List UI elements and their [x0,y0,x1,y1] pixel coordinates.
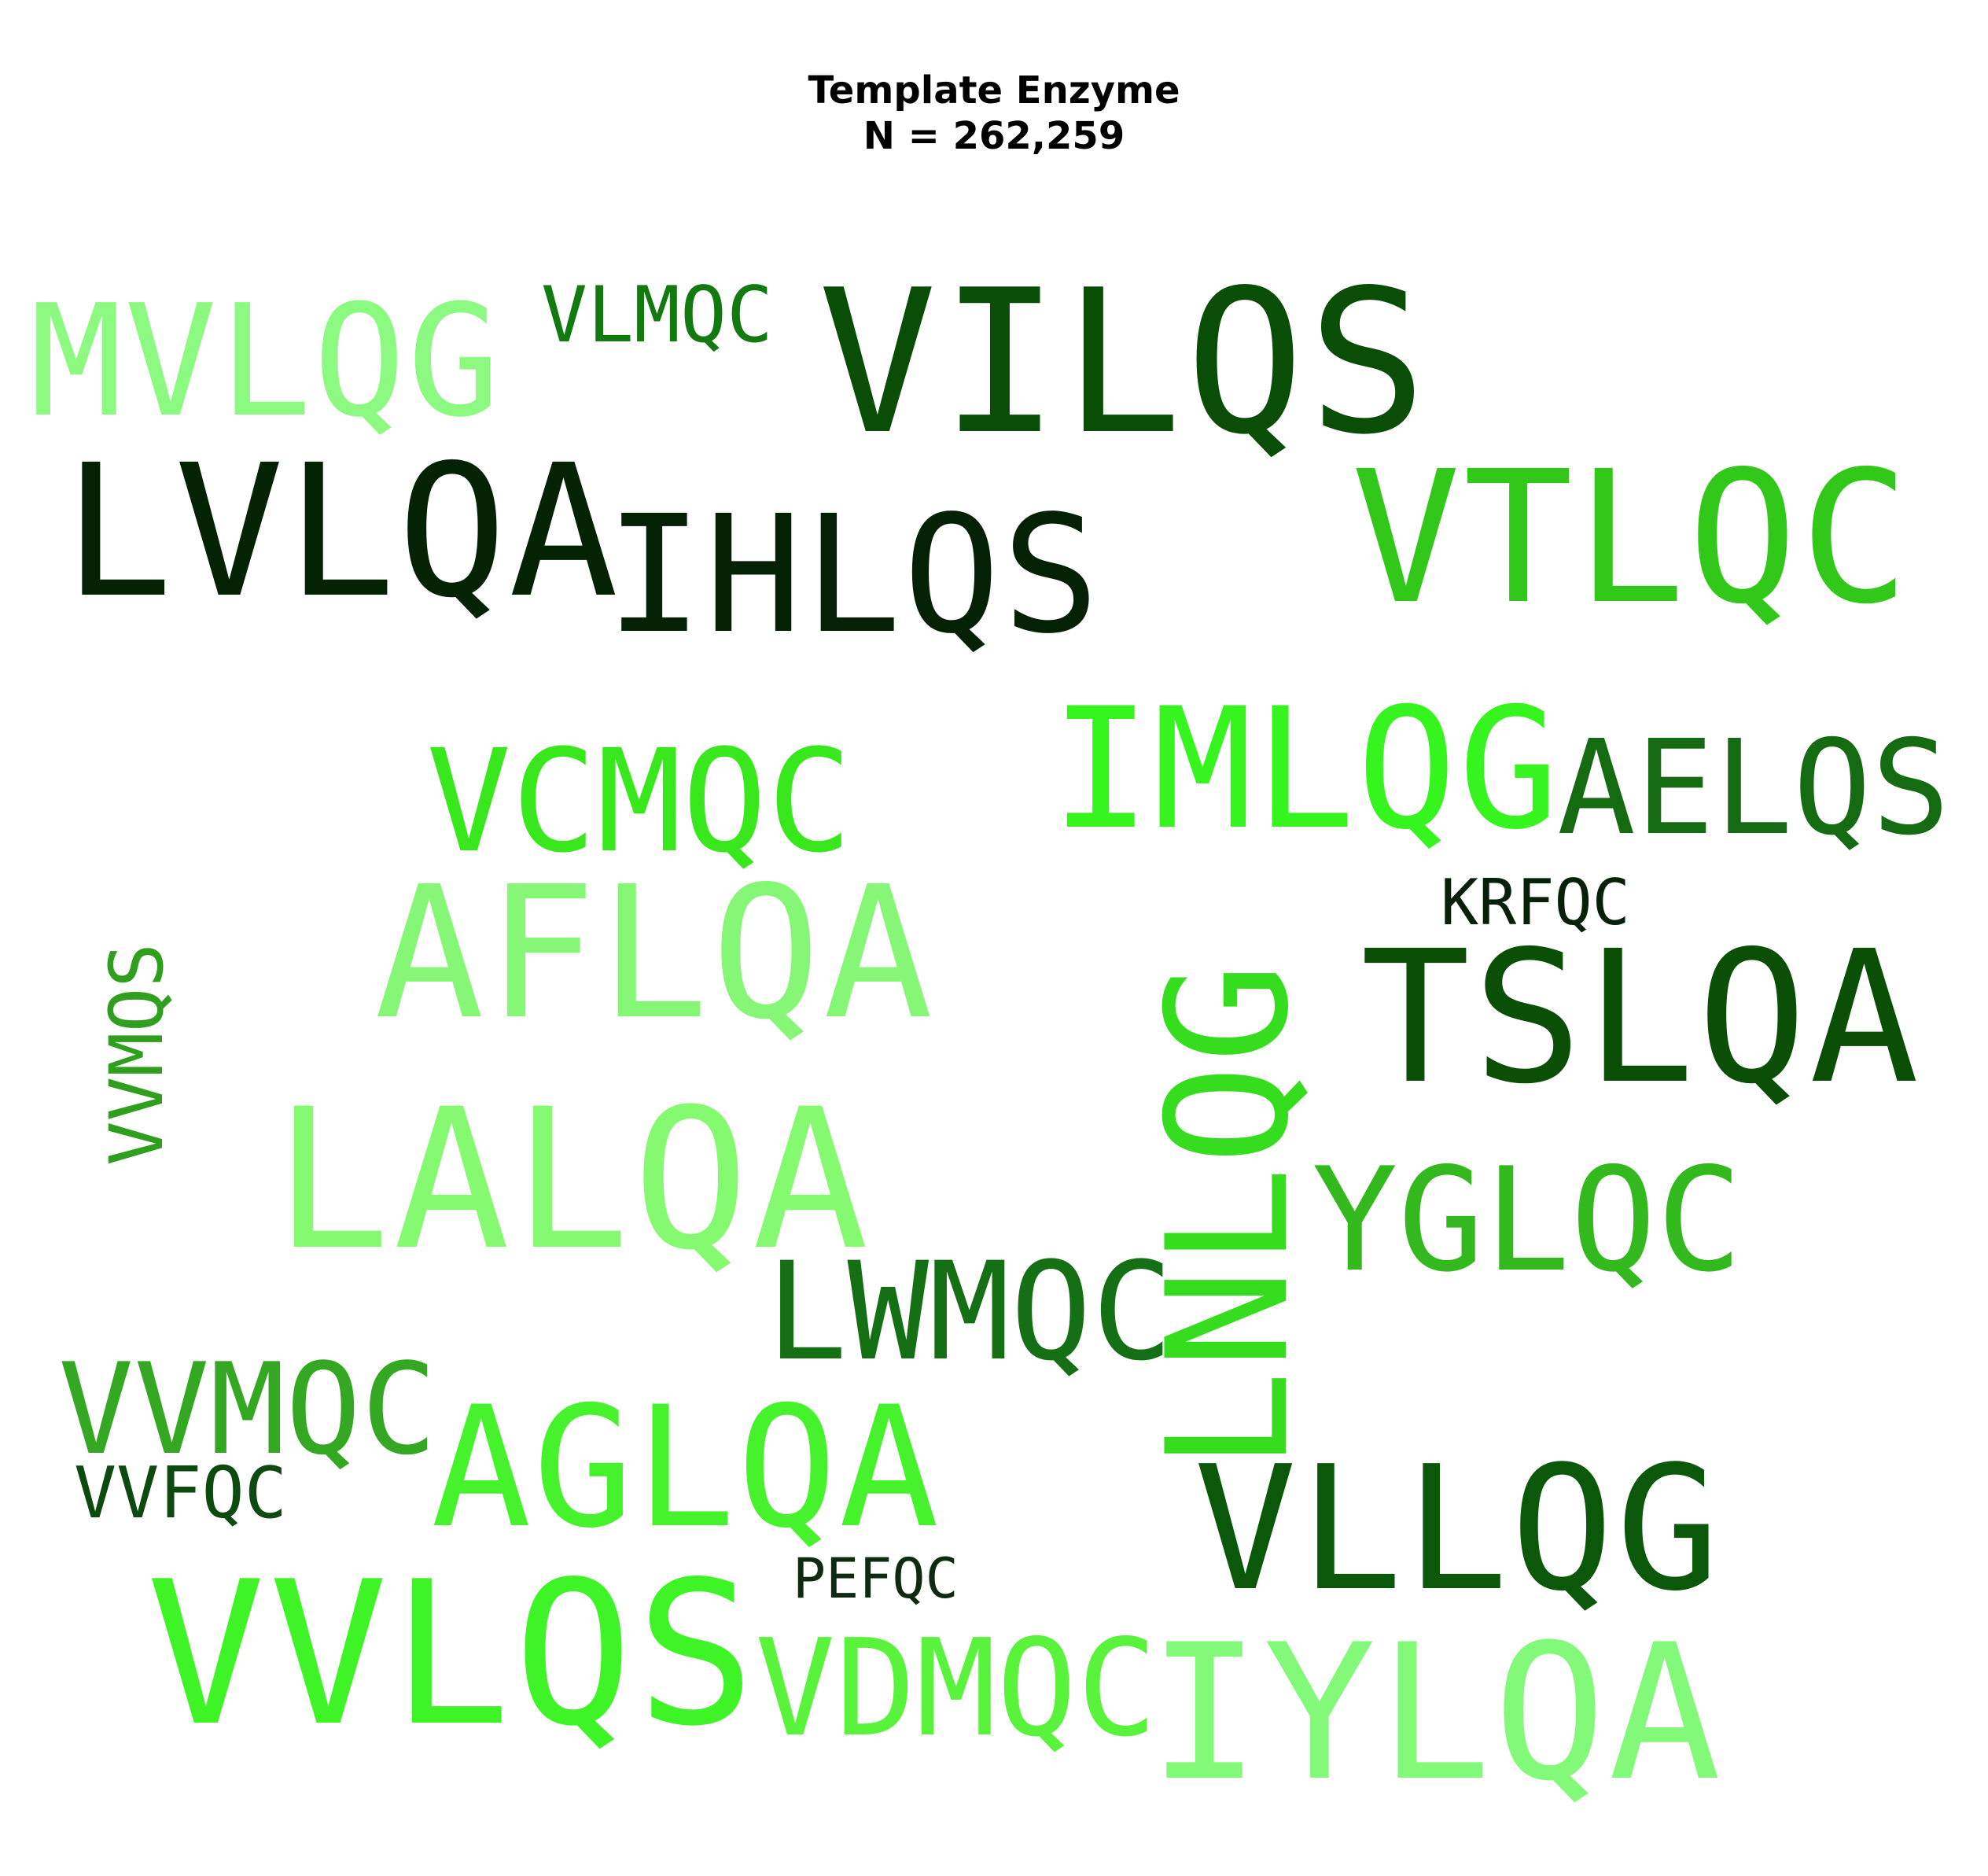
word-vvmqs: VVMQS [94,943,180,1166]
word-vilqs: VILQS [818,248,1430,478]
word-mvlqg: MVLQG [30,272,503,451]
word-yglqc: YGLQC [1312,1137,1743,1303]
word-vdmqc: VDMQC [755,1611,1158,1767]
word-lnlqg: LNLQG [1131,960,1325,1471]
word-lalqa: LALQA [274,1068,872,1293]
word-lvlqa: LVLQA [63,426,620,638]
word-vvfqc: VVFQC [74,1452,287,1535]
word-vcmqc: VCMQC [426,720,852,884]
word-aelqs: AELQS [1557,713,1950,864]
word-ihlqs: IHLQS [606,481,1102,669]
word-vlmqc: VLMQC [541,271,774,360]
chart-title-line1: Template Enzyme [808,68,1180,112]
word-vtlqc: VTLQC [1351,432,1913,644]
word-aflqa: AFLQA [374,847,936,1060]
word-iylqa: IYLQA [1148,1605,1724,1823]
word-krfqc: KRFQC [1441,866,1630,939]
word-vvlqs: VVLQS [146,1539,759,1770]
word-tslqa: TSLQA [1360,912,1922,1124]
word-pefqc: PEFQC [793,1546,959,1611]
chart-title-line2: N = 262,259 [863,114,1125,158]
word-vllqg: VLLQG [1194,1430,1722,1629]
word-imlqg: IMLQG [1051,672,1561,866]
word-vvmqc: VVMQC [58,1336,437,1483]
word-aglqa: AGLQA [431,1370,941,1565]
word-lwmqc: LWMQC [766,1233,1173,1391]
